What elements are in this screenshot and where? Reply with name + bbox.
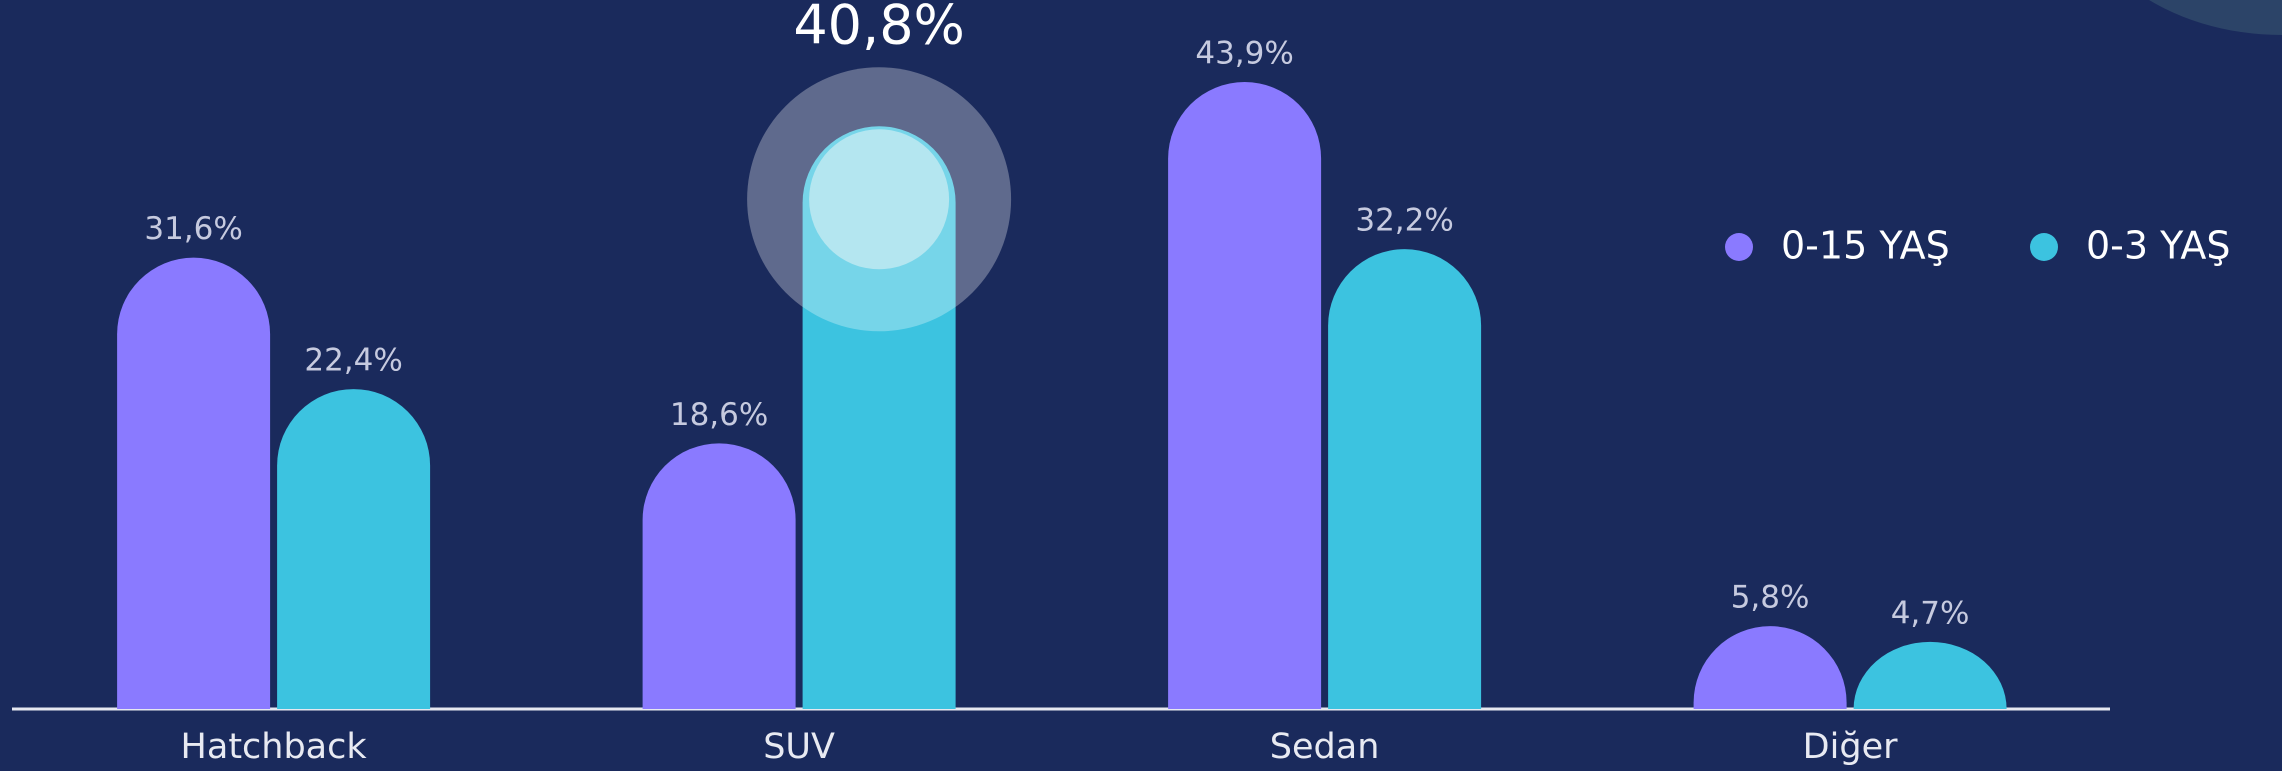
value-label: 40,8% bbox=[793, 0, 965, 57]
bar bbox=[1693, 626, 1847, 709]
highlight-dot bbox=[809, 129, 950, 270]
value-label: 5,8% bbox=[1731, 580, 1810, 616]
value-label: 18,6% bbox=[670, 397, 768, 433]
bar bbox=[117, 257, 271, 709]
x-tick-label: SUV bbox=[763, 727, 835, 767]
value-label: 43,9% bbox=[1195, 36, 1293, 72]
bar bbox=[1328, 249, 1482, 709]
value-label: 31,6% bbox=[144, 211, 242, 247]
bar bbox=[642, 443, 796, 709]
value-label: 32,2% bbox=[1355, 203, 1453, 239]
x-tick-label: Diğer bbox=[1803, 727, 1898, 767]
legend-marker bbox=[1725, 233, 1753, 261]
bar bbox=[277, 389, 431, 709]
legend-label: 0-15 YAŞ bbox=[1781, 224, 1950, 268]
legend-marker bbox=[2030, 233, 2058, 261]
bar bbox=[1853, 641, 2007, 709]
value-label: 4,7% bbox=[1891, 595, 1970, 631]
bar bbox=[1168, 81, 1322, 709]
decor-circle bbox=[2149, 0, 2282, 35]
value-label: 22,4% bbox=[304, 343, 402, 379]
x-tick-label: Sedan bbox=[1270, 727, 1380, 767]
bar bbox=[802, 126, 956, 709]
x-tick-label: Hatchback bbox=[181, 727, 368, 767]
legend-label: 0-3 YAŞ bbox=[2086, 224, 2231, 268]
